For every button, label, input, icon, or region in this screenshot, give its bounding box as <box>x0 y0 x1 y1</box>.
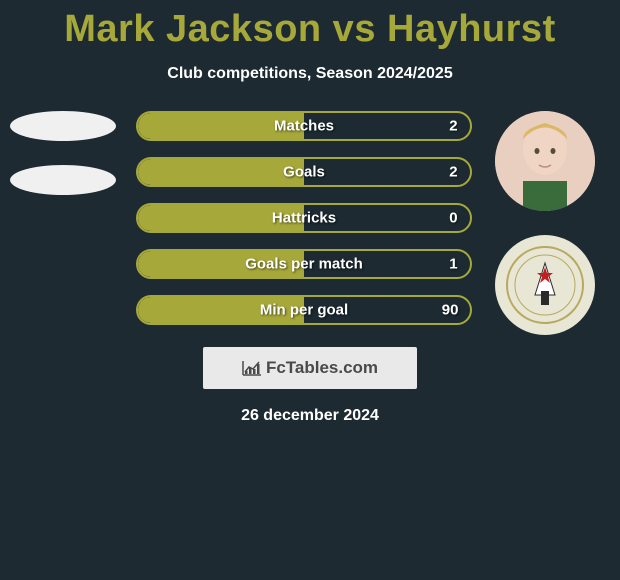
club-badge <box>495 235 595 335</box>
left-club-placeholder <box>10 165 116 195</box>
bar-value-right: 0 <box>449 210 457 227</box>
stat-bar: Matches 2 <box>136 111 472 141</box>
bar-label: Goals <box>283 164 325 181</box>
stat-bar: Min per goal 90 <box>136 295 472 325</box>
brand-text: FcTables.com <box>266 358 378 378</box>
player-avatar <box>495 111 595 211</box>
bar-fill <box>138 159 304 185</box>
chart-icon <box>242 360 262 376</box>
page-title: Mark Jackson vs Hayhurst <box>0 0 620 51</box>
bar-label: Min per goal <box>260 302 348 319</box>
left-player-column <box>8 111 118 219</box>
bar-label: Matches <box>274 118 334 135</box>
left-player-placeholder <box>10 111 116 141</box>
avatar-icon <box>495 111 595 211</box>
bar-label: Hattricks <box>272 210 336 227</box>
badge-icon <box>505 245 585 325</box>
page-subtitle: Club competitions, Season 2024/2025 <box>0 65 620 83</box>
stat-bar: Hattricks 0 <box>136 203 472 233</box>
brand-logo-text: FcTables.com <box>242 358 378 378</box>
stat-bar: Goals 2 <box>136 157 472 187</box>
stat-bar: Goals per match 1 <box>136 249 472 279</box>
brand-logo: FcTables.com <box>203 347 417 389</box>
bar-value-right: 1 <box>449 256 457 273</box>
footer-date: 26 december 2024 <box>0 407 620 425</box>
bar-label: Goals per match <box>245 256 363 273</box>
stat-bars: Matches 2 Goals 2 Hattricks 0 Goals per match 1… <box>136 111 472 325</box>
bar-value-right: 90 <box>442 302 459 319</box>
right-player-column <box>490 111 600 335</box>
bar-value-right: 2 <box>449 164 457 181</box>
bar-value-right: 2 <box>449 118 457 135</box>
stats-area: Matches 2 Goals 2 Hattricks 0 Goals per match 1… <box>0 111 620 325</box>
